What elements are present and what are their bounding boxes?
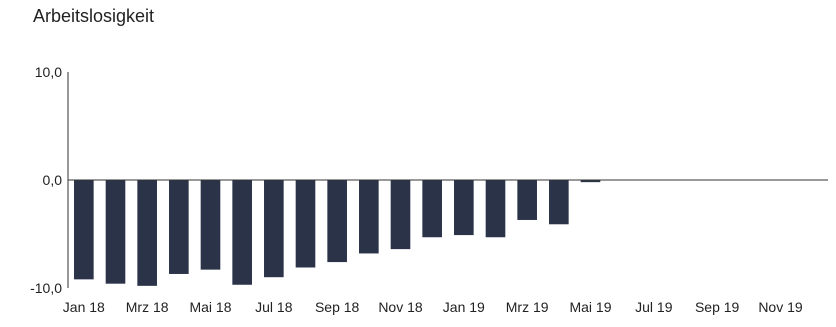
y-tick-label: -10,0	[30, 280, 62, 296]
bar	[390, 180, 411, 250]
bar	[295, 180, 316, 268]
bar	[74, 180, 94, 280]
bar	[264, 180, 284, 278]
bar	[454, 180, 474, 236]
bar	[169, 180, 189, 274]
bar	[549, 180, 569, 225]
bar	[105, 180, 126, 284]
x-tick-label: Sep 18	[315, 299, 360, 315]
bar	[232, 180, 252, 285]
x-tick-label: Nov 18	[378, 299, 423, 315]
y-tick-label: 10,0	[35, 64, 62, 80]
y-tick-label: 0,0	[43, 172, 63, 188]
x-tick-label: Jul 19	[635, 299, 673, 315]
x-tick-label: Jan 18	[63, 299, 105, 315]
bar	[327, 180, 347, 263]
bar	[359, 180, 379, 254]
chart-title: Arbeitslosigkeit	[33, 6, 155, 26]
bar	[485, 180, 506, 238]
bar	[517, 180, 537, 220]
bar	[422, 180, 442, 238]
x-tick-label: Mai 18	[189, 299, 231, 315]
x-tick-label: Jul 18	[255, 299, 293, 315]
x-tick-label: Sep 19	[695, 299, 740, 315]
bar	[580, 180, 601, 183]
x-tick-label: Jan 19	[443, 299, 485, 315]
x-tick-label: Mrz 18	[126, 299, 169, 315]
bar	[137, 180, 157, 286]
x-tick-label: Mrz 19	[506, 299, 549, 315]
x-tick-label: Nov 19	[758, 299, 803, 315]
x-tick-label: Mai 19	[569, 299, 611, 315]
bar	[200, 180, 221, 270]
